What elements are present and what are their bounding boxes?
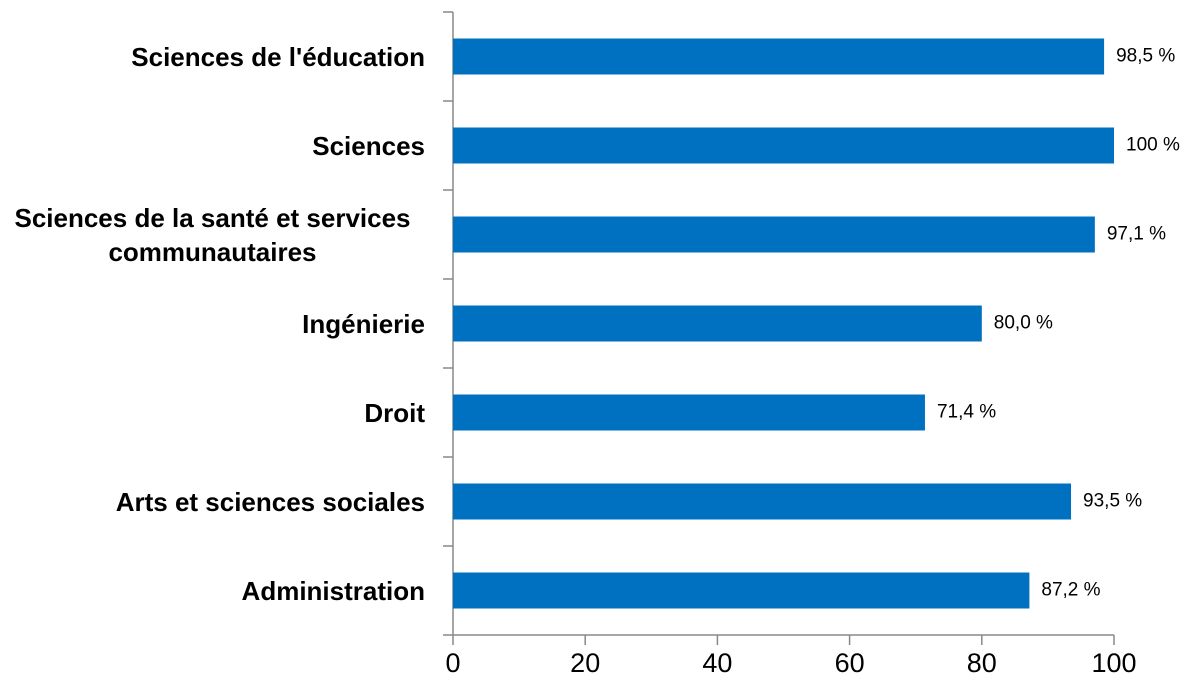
bar xyxy=(453,572,1030,609)
category-text: Arts et sciences sociales xyxy=(115,486,425,517)
value-label: 80,0 % xyxy=(994,313,1053,334)
category-text: Administration xyxy=(241,575,425,606)
x-tick-label: 20 xyxy=(570,648,600,678)
category-label: Sciences xyxy=(0,129,425,163)
category-label: Arts et sciences sociales xyxy=(0,485,425,519)
category-text: Sciences xyxy=(312,130,425,161)
value-label: 98,5 % xyxy=(1116,46,1175,67)
value-label: 71,4 % xyxy=(937,402,996,423)
value-label: 87,2 % xyxy=(1041,580,1100,601)
value-label: 97,1 % xyxy=(1107,224,1166,245)
bar xyxy=(453,483,1072,520)
category-label: Administration xyxy=(0,574,425,608)
x-tick-label: 100 xyxy=(1091,648,1136,678)
bar xyxy=(453,127,1114,164)
value-label: 100 % xyxy=(1126,135,1180,156)
bar xyxy=(453,305,982,342)
category-text: Ingénierie xyxy=(302,308,425,339)
category-text: Sciences de la santé et services communa… xyxy=(14,202,411,267)
bar xyxy=(453,216,1095,253)
x-tick-label: 60 xyxy=(835,648,865,678)
x-tick-label: 80 xyxy=(967,648,997,678)
x-tick-label: 0 xyxy=(445,648,460,678)
category-label: Sciences de la santé et services communa… xyxy=(0,201,425,269)
category-label: Ingénierie xyxy=(0,307,425,341)
bar xyxy=(453,38,1105,75)
x-tick-label: 40 xyxy=(702,648,732,678)
value-label: 93,5 % xyxy=(1083,491,1142,512)
category-text: Droit xyxy=(364,397,425,428)
category-label: Sciences de l'éducation xyxy=(0,40,425,74)
category-label: Droit xyxy=(0,396,425,430)
category-text: Sciences de l'éducation xyxy=(131,41,425,72)
bar xyxy=(453,394,925,431)
